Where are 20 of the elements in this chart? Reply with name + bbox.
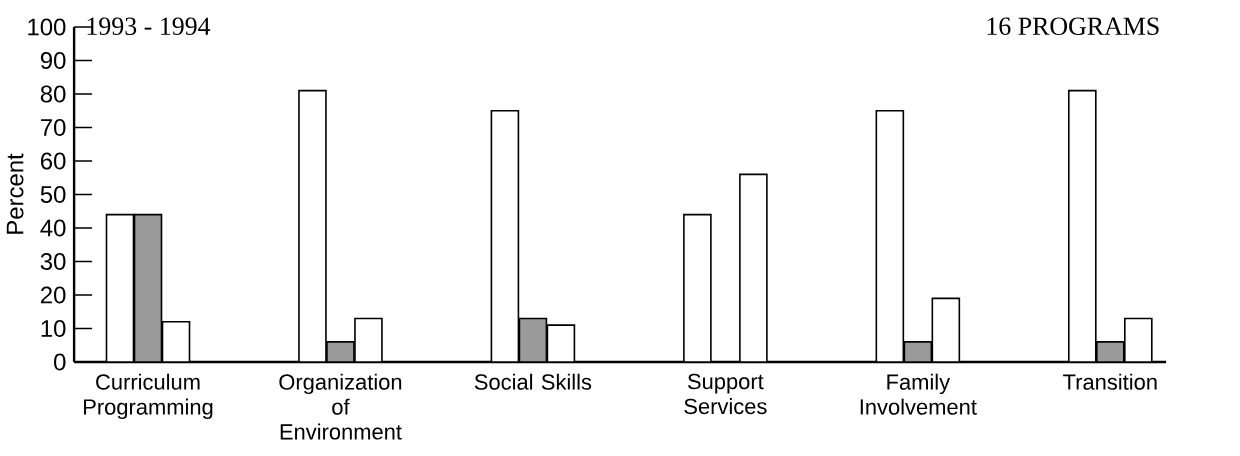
y-tick-label: 20 [40, 286, 66, 304]
y-tick-label: 30 [40, 253, 66, 270]
y-tick-label: 60 [41, 152, 66, 170]
x-tick-label: Family Involvement [860, 373, 977, 415]
annotation: 16 PROGRAMS [987, 17, 1159, 35]
x-tick-label: Organization of Environment [279, 373, 402, 440]
x-tick-label: Transition [1063, 373, 1157, 390]
y-tick-label: 100 [28, 18, 66, 36]
x-tick-label: Support Services [684, 373, 767, 415]
y-axis-title: Percent [6, 153, 24, 234]
chart-title: 1993 - 1994 [87, 17, 211, 35]
y-tick-label: 90 [40, 52, 66, 69]
x-tick-label: Social Skills [474, 373, 592, 390]
y-tick-label: 40 [40, 219, 66, 237]
y-tick-label: 10 [41, 320, 66, 337]
y-tick-label: 70 [41, 119, 66, 136]
y-tick-label: 50 [40, 186, 66, 203]
y-tick-label: 80 [40, 85, 66, 103]
y-tick-label: 0 [54, 353, 66, 371]
x-tick-label: Curriculum Programming [84, 373, 213, 420]
